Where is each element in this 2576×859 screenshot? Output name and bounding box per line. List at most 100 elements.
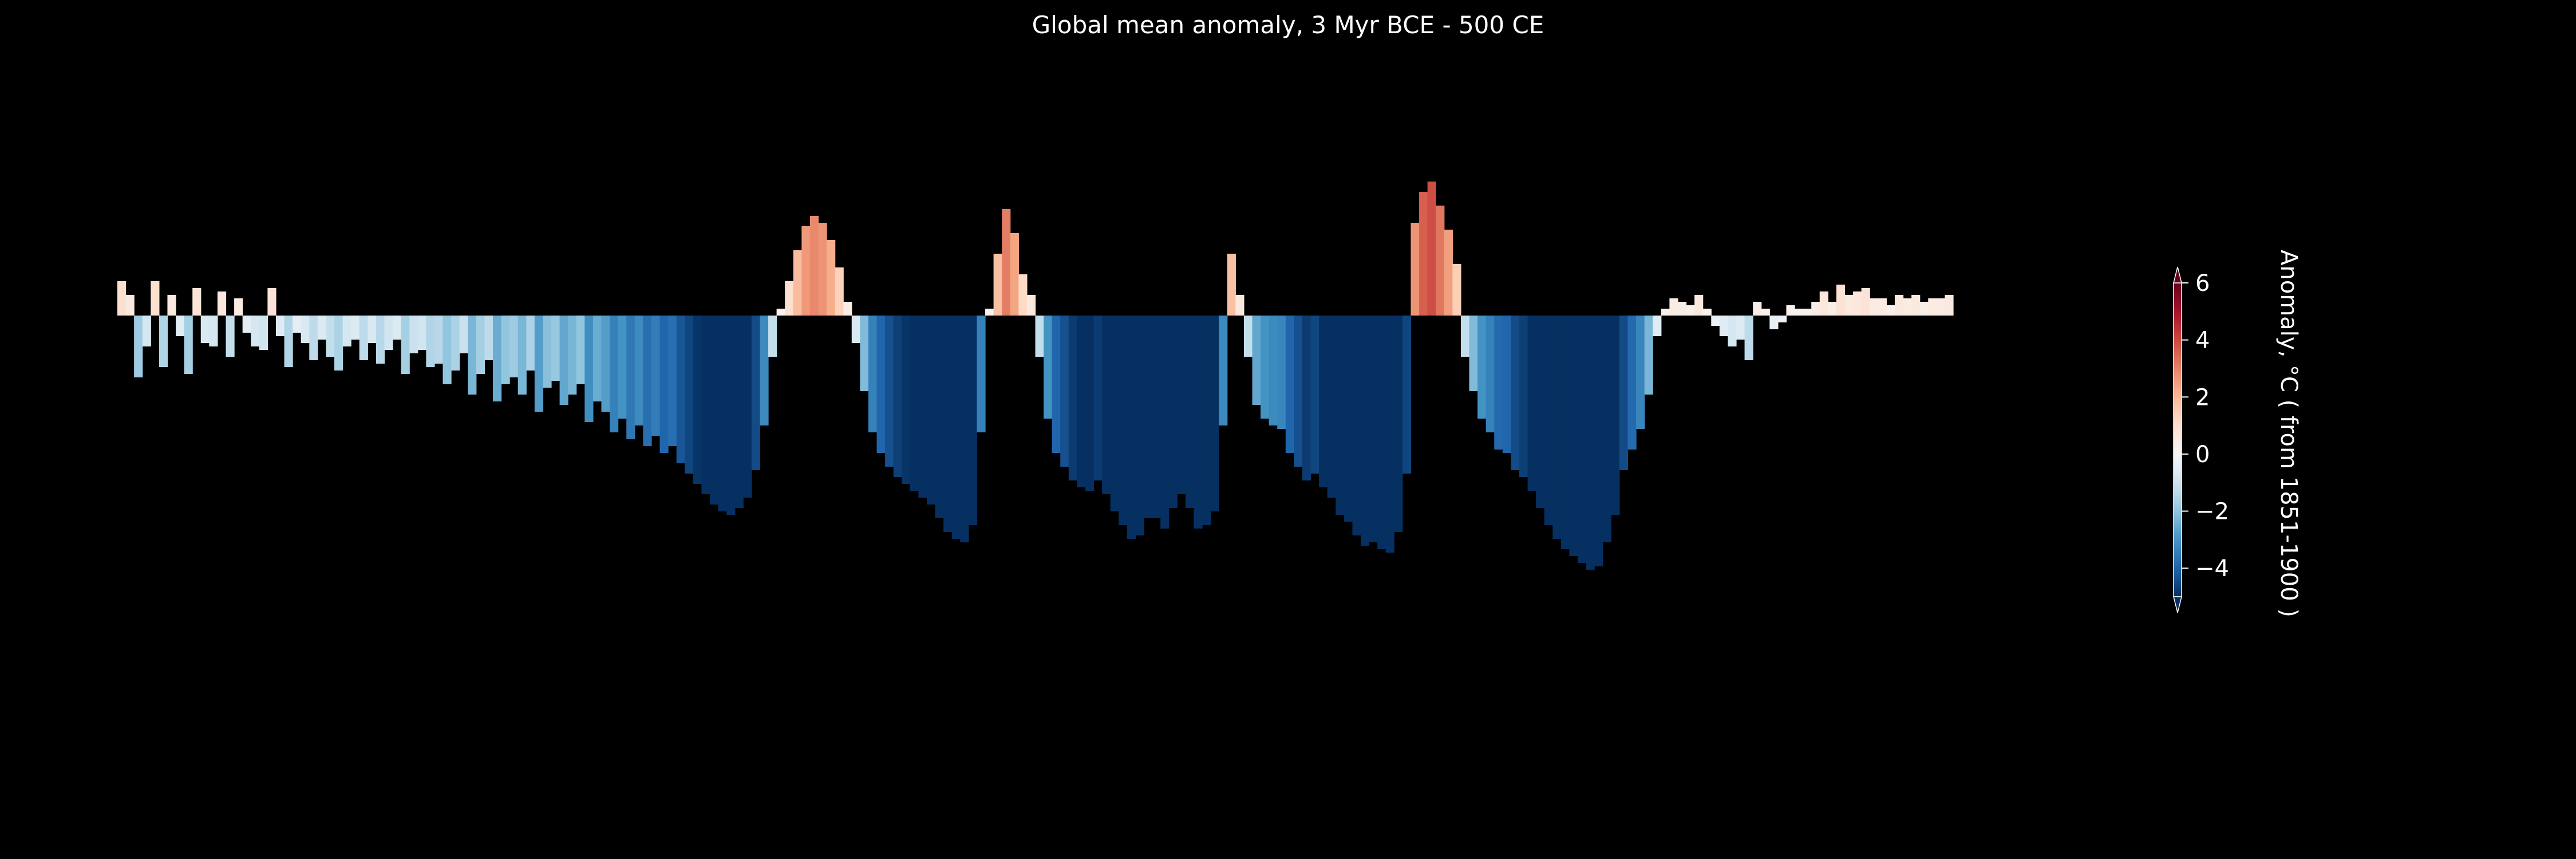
- bar: [1202, 316, 1211, 525]
- bar: [142, 316, 151, 346]
- bar: [251, 316, 260, 346]
- bar: [1002, 209, 1011, 316]
- bar: [501, 316, 510, 384]
- bar: [1485, 316, 1495, 432]
- bar: [851, 316, 860, 343]
- bar: [1536, 316, 1545, 508]
- bar: [960, 316, 969, 542]
- bar: [1803, 309, 1812, 316]
- bar: [701, 316, 710, 494]
- bar: [1369, 316, 1378, 542]
- bar: [1586, 316, 1595, 570]
- bar: [417, 316, 426, 350]
- bar: [626, 316, 635, 439]
- colorbar-label: Anomaly, °C ( from 1851-1900 ): [2275, 250, 2302, 617]
- bar: [200, 316, 210, 343]
- bar: [151, 281, 160, 316]
- bar: [1168, 316, 1178, 508]
- colorbar-extend-max: [2173, 266, 2182, 283]
- bar: [1402, 316, 1412, 474]
- bar: [384, 316, 393, 350]
- colorbar-tick-label: −2: [2195, 499, 2229, 525]
- bar: [835, 267, 844, 316]
- bar: [685, 316, 694, 474]
- bar: [1093, 316, 1103, 480]
- bar: [1302, 316, 1311, 480]
- bar: [1919, 302, 1929, 316]
- bar: [843, 302, 852, 316]
- bar: [1026, 295, 1036, 316]
- bar: [935, 316, 944, 518]
- bar: [492, 316, 502, 401]
- bar: [1144, 316, 1153, 518]
- bar: [1728, 316, 1737, 346]
- bar: [1560, 316, 1570, 549]
- bar: [809, 216, 819, 316]
- bar: [1060, 316, 1069, 467]
- bar: [1786, 305, 1795, 316]
- bar: [1844, 295, 1854, 316]
- bar: [1444, 230, 1453, 316]
- bar: [1552, 316, 1562, 539]
- bar: [1185, 316, 1195, 508]
- bar: [1777, 316, 1787, 322]
- bar: [1068, 316, 1077, 480]
- bar: [167, 295, 176, 316]
- bar: [1010, 233, 1019, 316]
- bar: [709, 316, 719, 505]
- bar: [1619, 316, 1629, 470]
- bar: [1285, 316, 1294, 453]
- bar: [134, 316, 143, 377]
- bar: [1494, 316, 1503, 450]
- bar: [484, 316, 493, 360]
- bar: [1611, 316, 1620, 515]
- bar: [785, 281, 794, 316]
- bar: [927, 316, 936, 505]
- bar: [534, 316, 544, 412]
- bar: [342, 316, 351, 346]
- bar: [1644, 316, 1653, 395]
- chart-title: Global mean anomaly, 3 Myr BCE - 500 CE: [1032, 11, 1544, 39]
- bar: [584, 316, 594, 422]
- colorbar-ticks: 6 4 2 0 −2 −4: [2182, 270, 2229, 582]
- bar: [334, 316, 343, 371]
- bar: [351, 316, 360, 340]
- bar: [1085, 316, 1095, 491]
- bar: [893, 316, 902, 477]
- bar: [1502, 316, 1512, 453]
- bar: [818, 223, 827, 316]
- colorbar-tick-label: 6: [2195, 270, 2210, 297]
- bar: [1077, 316, 1086, 487]
- bar: [876, 316, 886, 453]
- bar: [1252, 316, 1261, 405]
- bar: [393, 316, 402, 340]
- bar: [1194, 316, 1203, 529]
- bar: [1795, 309, 1804, 316]
- bar: [284, 316, 293, 367]
- bar: [1861, 288, 1870, 316]
- bar: [1469, 316, 1478, 391]
- bar: [1711, 316, 1720, 326]
- bar: [760, 316, 769, 425]
- bar: [1511, 316, 1520, 470]
- bar: [1945, 295, 1954, 316]
- bar: [217, 291, 227, 316]
- bar: [409, 316, 418, 353]
- bar: [885, 316, 894, 467]
- bar: [159, 316, 168, 367]
- bar: [1769, 316, 1779, 329]
- bar: [1277, 316, 1286, 429]
- bar: [985, 309, 994, 316]
- bar: [610, 316, 619, 432]
- bar: [977, 316, 986, 432]
- bar: [1018, 274, 1028, 316]
- bar: [1269, 316, 1278, 425]
- bar: [226, 316, 235, 357]
- bar: [768, 316, 777, 357]
- bar: [184, 316, 193, 374]
- bar: [1243, 316, 1253, 357]
- bar: [1361, 316, 1370, 546]
- bar: [359, 316, 368, 360]
- colorbar: 6 4 2 0 −2 −4 Anomaly, °C ( from 1851-1900 ): [2173, 250, 2302, 617]
